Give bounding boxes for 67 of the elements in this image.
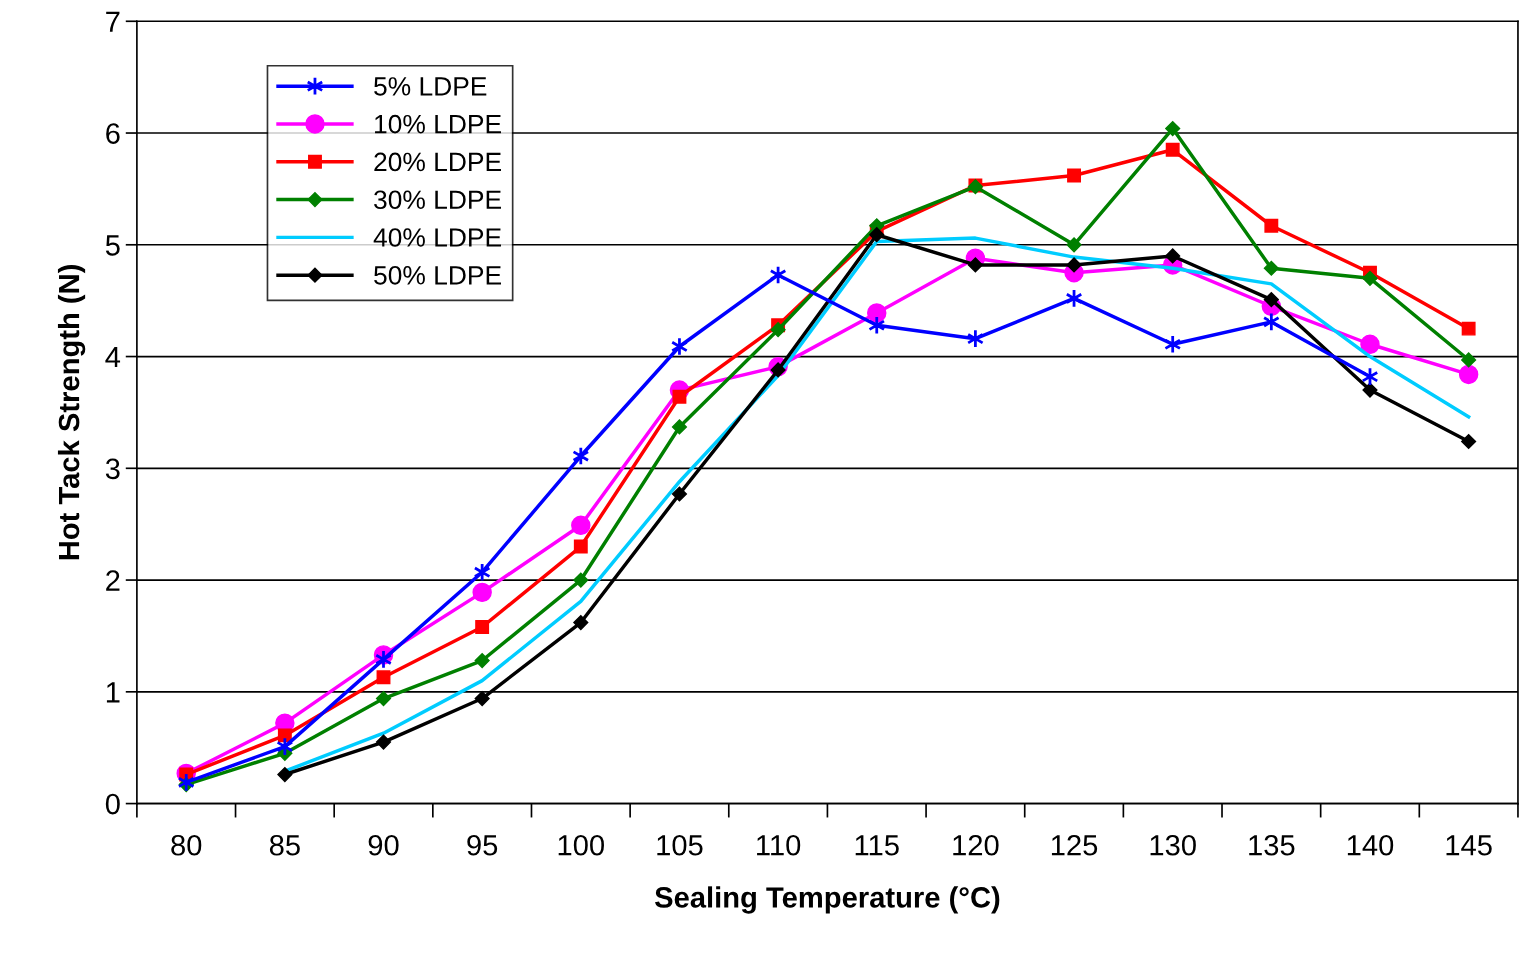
point (375, 734, 392, 750)
point (472, 582, 492, 603)
legend-label: 10% LDPE (375, 114, 501, 134)
point (1461, 321, 1476, 336)
y-tick-label: 7 (106, 11, 120, 32)
point (869, 227, 885, 243)
x-tick-label: 80 (171, 834, 202, 856)
x-tick-label: 100 (558, 834, 604, 856)
y-tick-label: 5 (105, 235, 120, 256)
legend-label: 40% LDPE (373, 228, 501, 247)
legend-label: 30% LDPE (374, 190, 501, 210)
x-tick-label: 145 (1446, 835, 1492, 856)
x-tick-label: 130 (1150, 834, 1196, 856)
y-tick-label: 0 (105, 793, 120, 815)
point (1165, 142, 1180, 157)
point (375, 690, 392, 707)
point (1362, 270, 1378, 286)
x-tick-label: 105 (657, 834, 703, 856)
y-tick-label: 2 (106, 570, 120, 591)
point (671, 486, 688, 502)
point (1461, 433, 1477, 450)
point (770, 322, 786, 338)
point (474, 652, 490, 669)
point (475, 620, 490, 634)
point (571, 515, 591, 536)
point (770, 362, 786, 378)
point (1360, 334, 1380, 354)
point (1263, 291, 1279, 308)
point (1263, 260, 1279, 276)
y-tick-label: 4 (105, 347, 121, 368)
point (867, 303, 887, 323)
point (1165, 120, 1181, 137)
y-tick-label: 3 (105, 458, 120, 480)
y-tick-label: 6 (106, 123, 120, 144)
point (967, 257, 983, 273)
point (573, 614, 589, 631)
point (177, 772, 195, 793)
x-axis-title: Sealing Temperature (°C) (654, 886, 1000, 914)
point (1066, 257, 1082, 273)
point (1458, 364, 1479, 385)
point (671, 419, 688, 435)
y-tick-label: 1 (106, 682, 120, 703)
point (672, 389, 687, 404)
point (276, 736, 294, 757)
legend-label: 5% LDPE (374, 77, 487, 96)
legend-label: 20% LDPE (374, 152, 501, 172)
point (376, 670, 391, 685)
point (474, 690, 490, 707)
x-tick-label: 110 (757, 834, 801, 856)
x-tick-label: 125 (1051, 834, 1098, 856)
x-tick-label: 95 (467, 834, 498, 856)
x-tick-label: 90 (368, 834, 399, 856)
point (573, 572, 589, 588)
point (1165, 248, 1181, 264)
x-tick-label: 85 (269, 834, 300, 856)
legend-label: 50% LDPE (374, 265, 501, 285)
point (573, 539, 588, 554)
x-tick-label: 120 (953, 834, 999, 856)
point (1461, 352, 1477, 368)
point (1066, 237, 1082, 253)
point (1067, 168, 1081, 183)
x-tick-label: 140 (1347, 834, 1394, 856)
point (1264, 218, 1279, 233)
x-tick-label: 115 (855, 835, 899, 856)
point (277, 766, 293, 783)
y-axis-title: Hot Tack Strength (N) (57, 265, 86, 560)
x-tick-label: 135 (1249, 834, 1295, 856)
